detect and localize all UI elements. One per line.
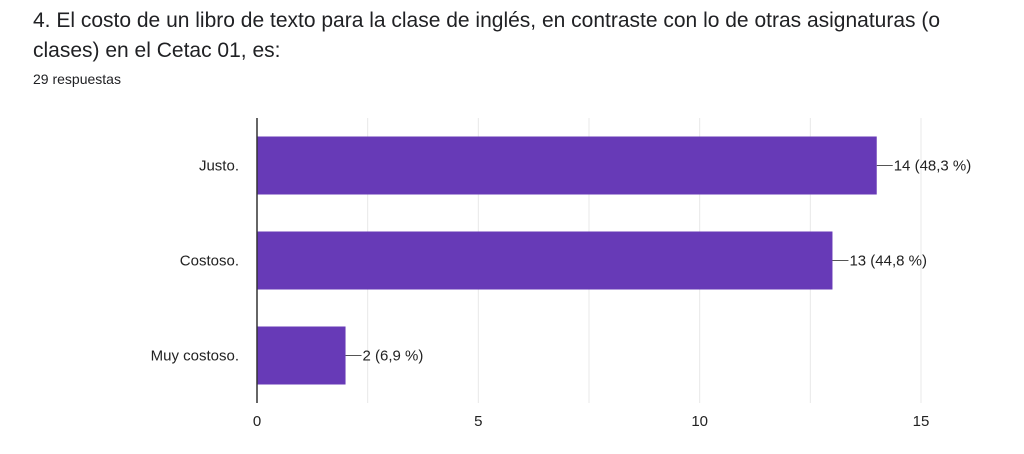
data-label: 13 (44,8 %) [849,253,927,270]
response-count: 29 respuestas [33,71,121,87]
data-label: 14 (48,3 %) [894,158,972,175]
x-tick-label: 0 [253,413,261,430]
x-tick-label: 15 [913,413,930,430]
category-label: Costoso. [180,253,239,270]
bar-1 [257,136,877,195]
category-label: Justo. [199,158,239,175]
x-tick-label: 10 [691,413,708,430]
category-label: Muy costoso. [151,348,239,365]
data-label: 2 (6,9 %) [363,348,424,365]
question-title: 4. El costo de un libro de texto para la… [33,9,941,62]
x-tick-label: 5 [474,413,482,430]
bar-2 [257,231,833,290]
bar-3 [257,326,346,385]
